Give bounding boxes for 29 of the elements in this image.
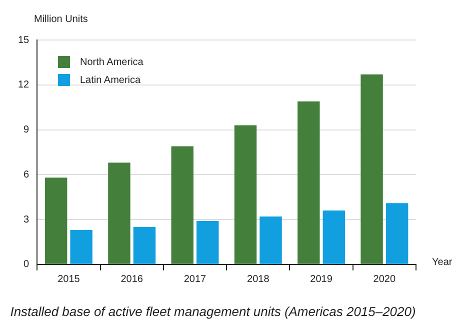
x-tick-label: 2017 xyxy=(184,274,207,286)
bar xyxy=(171,146,194,264)
bar xyxy=(322,210,346,264)
bar xyxy=(298,101,320,264)
x-tick-label: 2015 xyxy=(58,274,80,286)
text: Installed base of active fleet management units (Americas 2015–2020) xyxy=(10,304,416,319)
bar xyxy=(386,203,408,264)
bar xyxy=(108,162,130,264)
x-tick-label: 2016 xyxy=(120,274,144,286)
y-tick-label: 6 xyxy=(24,169,30,180)
y-tick-label: 3 xyxy=(24,214,30,226)
x-tick-label: 2020 xyxy=(373,274,396,286)
bar xyxy=(70,230,92,264)
bar xyxy=(260,216,282,264)
bar xyxy=(133,227,156,264)
bar xyxy=(196,221,219,264)
bar xyxy=(44,178,68,264)
bar xyxy=(360,74,383,264)
x-axis-title: Year xyxy=(432,257,453,268)
y-tick-label: 15 xyxy=(18,34,30,46)
y-axis-title: Million Units xyxy=(34,14,88,25)
y-tick-label: 0 xyxy=(24,259,30,270)
y-tick-label: 9 xyxy=(24,124,30,136)
legend-label: North America xyxy=(80,56,144,68)
bar xyxy=(234,125,257,264)
legend-label: Latin America xyxy=(80,74,141,86)
x-tick-label: 2019 xyxy=(310,274,333,286)
y-tick-label: 12 xyxy=(18,80,30,91)
x-tick-label: 2018 xyxy=(247,274,270,286)
